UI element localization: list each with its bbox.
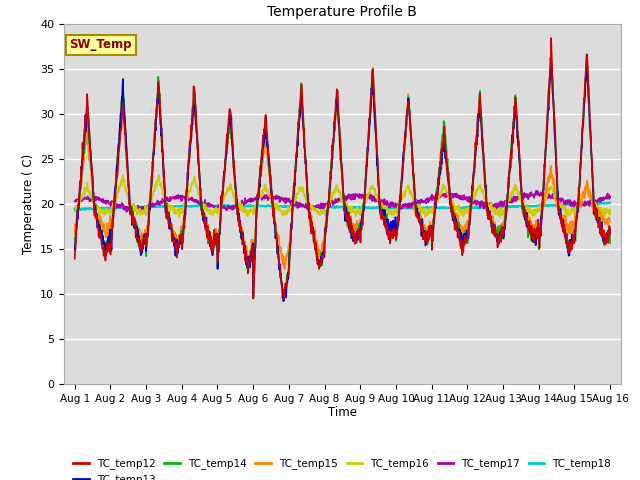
Y-axis label: Temperature ( C): Temperature ( C) [22, 154, 35, 254]
Text: SW_Temp: SW_Temp [70, 38, 132, 51]
Legend: TC_temp12, TC_temp13, TC_temp14, TC_temp15, TC_temp16, TC_temp17, TC_temp18: TC_temp12, TC_temp13, TC_temp14, TC_temp… [69, 454, 616, 480]
Title: Temperature Profile B: Temperature Profile B [268, 5, 417, 19]
X-axis label: Time: Time [328, 407, 357, 420]
